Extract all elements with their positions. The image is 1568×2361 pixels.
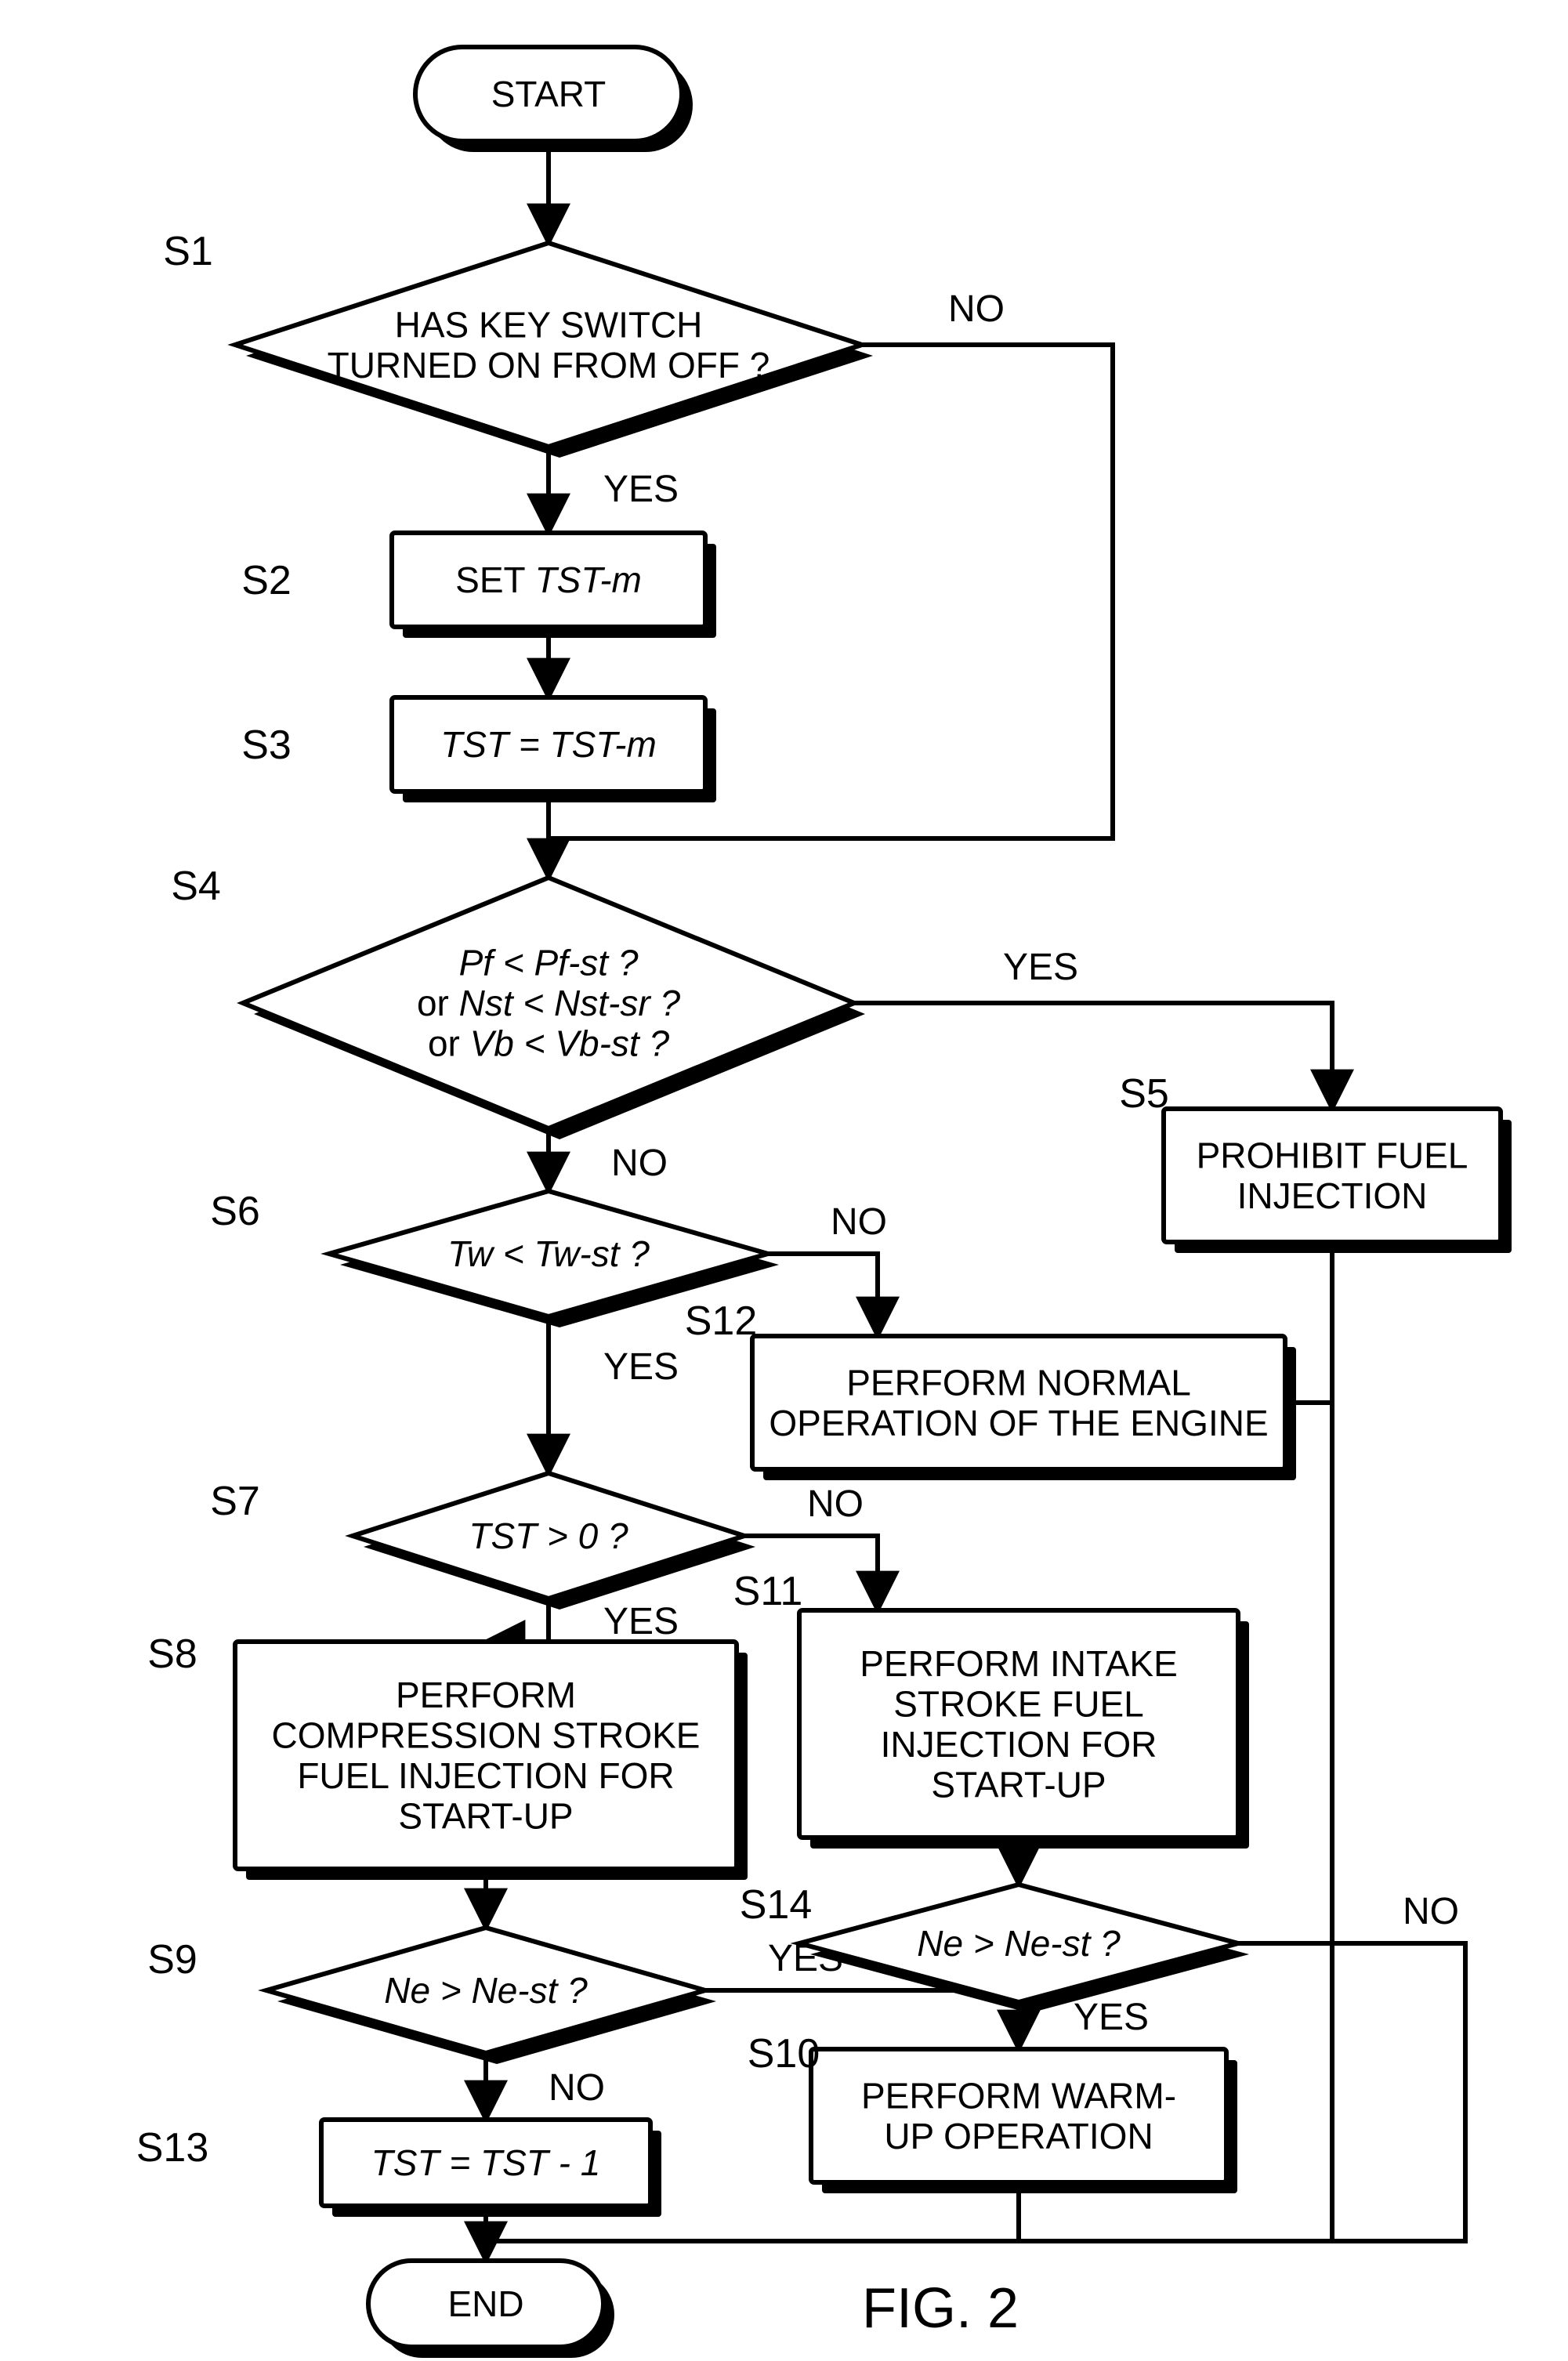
- step-label: S3: [241, 722, 292, 768]
- svg-text:TST > 0 ?: TST > 0 ?: [469, 1515, 628, 1556]
- svg-text:SET TST-m: SET TST-m: [455, 559, 642, 600]
- edge-label: NO: [948, 288, 1005, 330]
- step-label: S14: [740, 1882, 813, 1928]
- svg-text:FUEL INJECTION FOR: FUEL INJECTION FOR: [297, 1755, 674, 1796]
- step-label: S8: [147, 1631, 197, 1677]
- step-label: S7: [210, 1479, 260, 1524]
- node-s12: PERFORM NORMALOPERATION OF THE ENGINE S12: [685, 1298, 1296, 1480]
- svg-text:UP OPERATION: UP OPERATION: [884, 2116, 1153, 2156]
- step-label: S10: [748, 2031, 820, 2077]
- step-label: S5: [1119, 1071, 1169, 1117]
- svg-text:TURNED ON FROM OFF ?: TURNED ON FROM OFF ?: [328, 345, 770, 386]
- edge: [1238, 1943, 1465, 2241]
- svg-text:PERFORM NORMAL: PERFORM NORMAL: [846, 1362, 1191, 1403]
- figure-label: FIG. 2: [862, 2277, 1019, 2340]
- svg-text:PROHIBIT FUEL: PROHIBIT FUEL: [1197, 1135, 1468, 1175]
- node-s9: Ne > Ne-st ? S9: [147, 1928, 716, 2064]
- step-label: S2: [241, 558, 292, 603]
- svg-text:Ne > Ne-st ?: Ne > Ne-st ?: [917, 1923, 1121, 1964]
- node-s14: Ne > Ne-st ? S14: [740, 1882, 1249, 2013]
- edge: [768, 1254, 878, 1336]
- edge-label: NO: [831, 1201, 887, 1243]
- svg-text:INJECTION FOR: INJECTION FOR: [881, 1724, 1157, 1765]
- edge-label: YES: [603, 1346, 679, 1388]
- edge-label: YES: [1074, 1997, 1149, 2038]
- edge-label: NO: [611, 1142, 668, 1184]
- node-s8: PERFORMCOMPRESSION STROKEFUEL INJECTION …: [147, 1631, 748, 1880]
- svg-text:Pf < Pf-st ?: Pf < Pf-st ?: [459, 943, 639, 983]
- svg-text:or Nst < Nst-sr ?: or Nst < Nst-sr ?: [417, 983, 681, 1023]
- node-s10: PERFORM WARM-UP OPERATION S10: [748, 2031, 1237, 2193]
- step-label: S13: [136, 2125, 209, 2171]
- step-label: S4: [171, 864, 221, 909]
- node-s2: SET TST-m S2: [241, 533, 716, 638]
- flowchart: YESNOYESNONOYESNOYESYESYESNONOSTARTHAS K…: [0, 0, 1568, 2361]
- node-s4: Pf < Pf-st ?or Nst < Nst-sr ?or Vb < Vb-…: [171, 864, 865, 1139]
- svg-text:COMPRESSION STROKE: COMPRESSION STROKE: [272, 1715, 701, 1755]
- svg-text:PERFORM: PERFORM: [396, 1675, 576, 1715]
- edge-label: YES: [1003, 947, 1078, 988]
- edge-label: YES: [603, 1601, 679, 1642]
- node-s1: HAS KEY SWITCHTURNED ON FROM OFF ? S1: [163, 229, 873, 458]
- svg-text:or Vb < Vb-st ?: or Vb < Vb-st ?: [428, 1023, 670, 1064]
- node-end: END: [368, 2261, 614, 2358]
- node-s7: TST > 0 ? S7: [210, 1473, 755, 1610]
- edge-label: NO: [549, 2067, 605, 2109]
- step-label: S11: [733, 1569, 803, 1614]
- svg-text:PERFORM WARM-: PERFORM WARM-: [861, 2075, 1176, 2116]
- step-label: S1: [163, 229, 213, 274]
- svg-text:INJECTION: INJECTION: [1237, 1175, 1428, 1216]
- svg-text:Tw < Tw-st ?: Tw < Tw-st ?: [447, 1233, 650, 1274]
- edge-label: NO: [1403, 1891, 1459, 1932]
- node-start: START: [415, 47, 693, 152]
- svg-text:TST = TST-m: TST = TST-m: [440, 724, 657, 765]
- svg-text:STROKE FUEL: STROKE FUEL: [893, 1683, 1144, 1724]
- edge-label: YES: [603, 469, 679, 510]
- svg-text:HAS KEY SWITCH: HAS KEY SWITCH: [395, 304, 703, 345]
- svg-text:OPERATION OF THE ENGINE: OPERATION OF THE ENGINE: [769, 1403, 1268, 1443]
- step-label: S6: [210, 1189, 260, 1234]
- node-s11: PERFORM INTAKESTROKE FUELINJECTION FORST…: [733, 1569, 1249, 1849]
- edge: [854, 1003, 1332, 1109]
- svg-text:START-UP: START-UP: [931, 1764, 1106, 1805]
- svg-text:PERFORM INTAKE: PERFORM INTAKE: [860, 1643, 1178, 1684]
- svg-text:END: END: [447, 2283, 523, 2324]
- edge: [486, 1599, 549, 1642]
- node-s3: TST = TST-m S3: [241, 697, 716, 802]
- nodes: START HAS KEY SWITCHTURNED ON FROM OFF ? S…: [136, 47, 1512, 2358]
- svg-text:TST = TST - 1: TST = TST - 1: [371, 2142, 601, 2183]
- node-s13: TST = TST - 1 S13: [136, 2120, 661, 2217]
- node-s5: PROHIBIT FUELINJECTION S5: [1119, 1071, 1512, 1253]
- svg-text:Ne > Ne-st ?: Ne > Ne-st ?: [384, 1970, 588, 2011]
- svg-text:START: START: [491, 74, 607, 114]
- step-label: S12: [685, 1298, 758, 1344]
- edge-label: NO: [807, 1483, 864, 1525]
- svg-text:START-UP: START-UP: [398, 1795, 573, 1836]
- step-label: S9: [147, 1937, 197, 1983]
